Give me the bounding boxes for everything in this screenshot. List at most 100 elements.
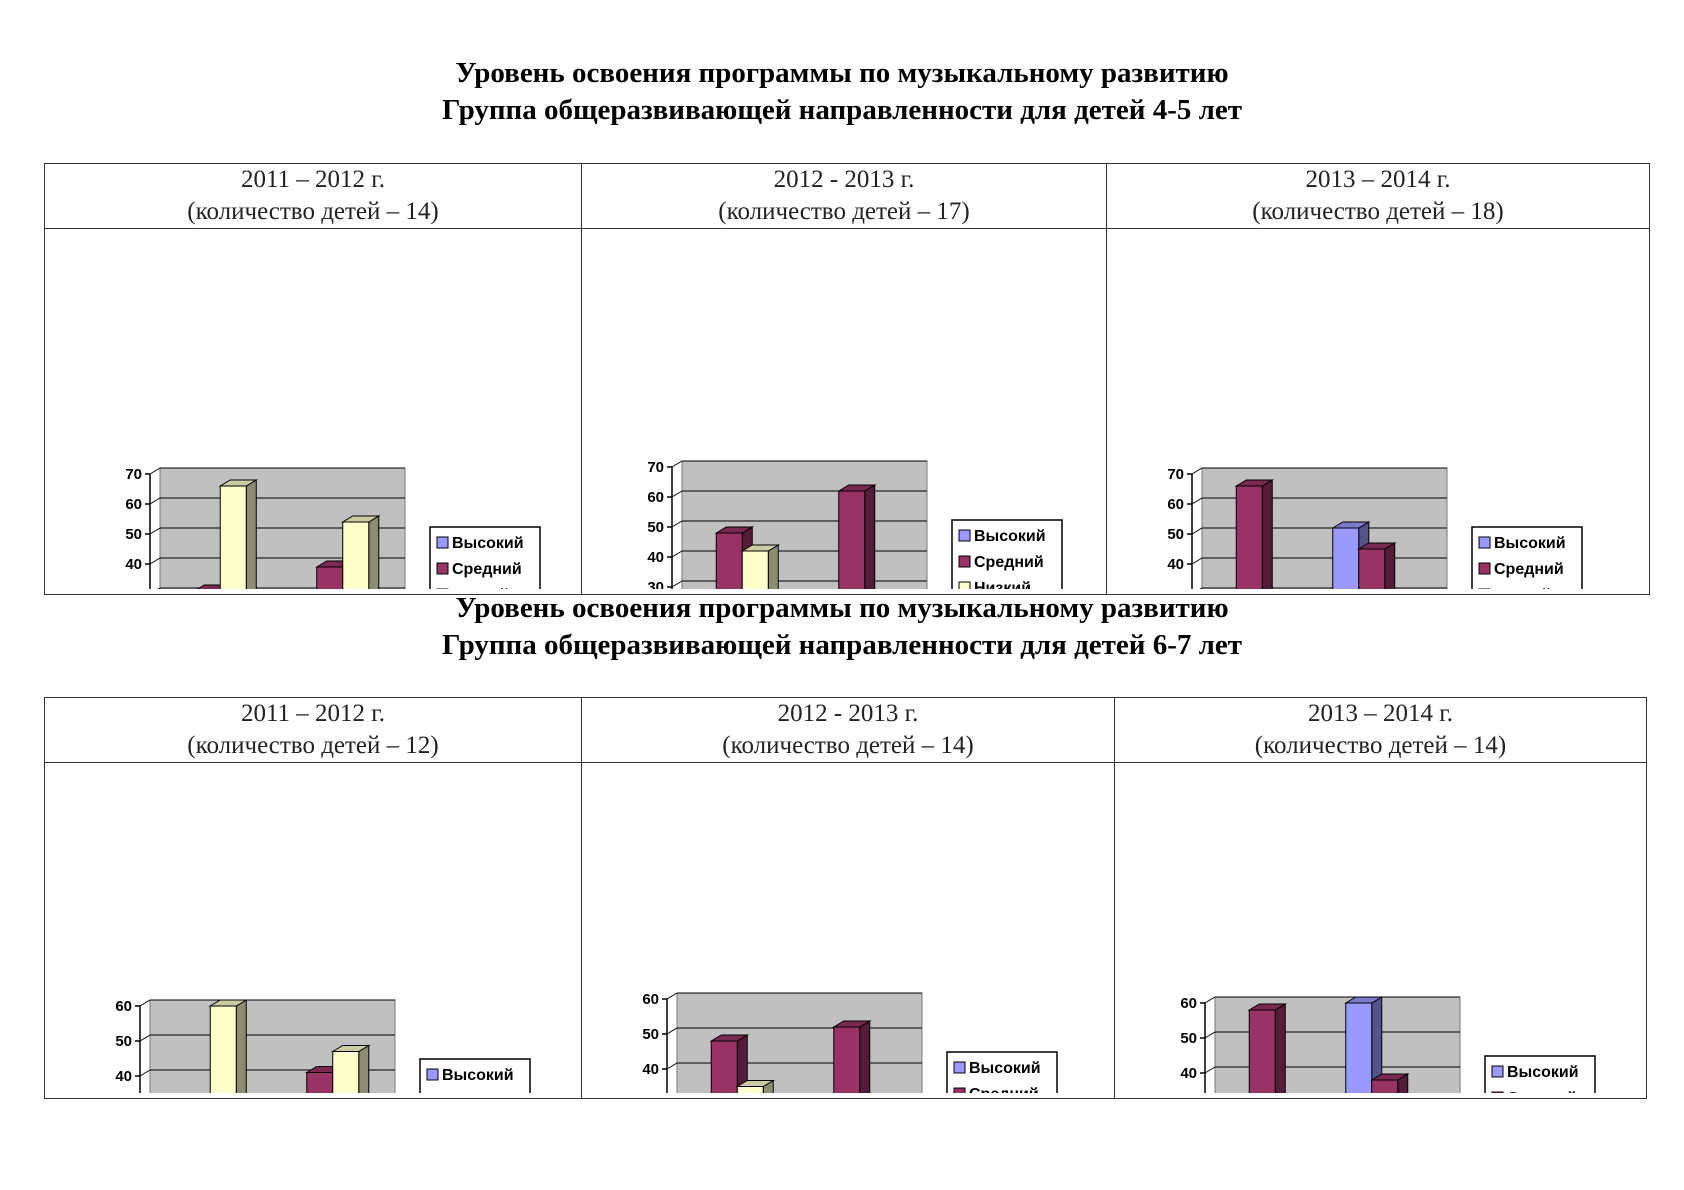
- bar: [218, 479, 259, 685]
- section-2-heading: Уровень освоения программы по музыкально…: [0, 590, 1684, 664]
- bar-front: [833, 1026, 861, 1190]
- chart-plot: 0102030405060НачалоКонецВысокийСреднийНи…: [1180, 995, 1596, 1190]
- section-2-title: Уровень освоения программы по музыкально…: [455, 592, 1229, 624]
- bar-front: [1358, 548, 1386, 685]
- bar-side: [235, 999, 247, 1190]
- section-1-heading: Уровень освоения программы по музыкально…: [0, 55, 1684, 129]
- y-tick-label: 60: [647, 489, 664, 506]
- y-tick-label: 60: [115, 998, 132, 1015]
- legend-swatch: [436, 562, 449, 575]
- bar-side: [1384, 542, 1396, 685]
- legend-swatch: [953, 1087, 966, 1100]
- y-tick-label: 50: [1167, 526, 1184, 543]
- bar-front: [1371, 1079, 1399, 1190]
- legend-swatch: [436, 536, 449, 549]
- legend-item: Высокий: [953, 1060, 1041, 1077]
- gridline-depth: [1191, 587, 1203, 595]
- gridline-depth: [671, 520, 683, 528]
- period-header-1-3: 2013 – 2014 г. (количество детей – 18): [1106, 163, 1650, 229]
- legend-swatch: [1478, 562, 1491, 575]
- legend-label: Низкий: [452, 587, 509, 589]
- bar-front: [209, 1005, 237, 1190]
- gridline-depth: [149, 527, 161, 535]
- y-tick-label: 60: [642, 991, 659, 1008]
- children-count-label: (количество детей – 14): [722, 732, 974, 759]
- legend-item: Средний: [958, 554, 1044, 571]
- period-label: 2011 – 2012 г.: [240, 166, 385, 193]
- gridline-depth: [671, 490, 683, 498]
- bar-side: [358, 1044, 370, 1190]
- chart-plot: 010203040506070НачалоКонецВысокийСредний…: [1167, 466, 1583, 713]
- chart-cell-2-2: 0102030405060НачалоКонецВысокийСреднийНи…: [581, 762, 1115, 1190]
- gridline-depth: [671, 550, 683, 558]
- y-tick-label: 50: [642, 1026, 659, 1043]
- y-tick-label: 40: [1167, 556, 1184, 573]
- gridline-depth: [1191, 497, 1203, 505]
- section-2-subtitle: Группа общеразвивающей направленности дл…: [441, 629, 1243, 661]
- chart-plot: 0102030405060НачалоКонецВысокийСреднийНи…: [115, 998, 531, 1190]
- bar-front: [1248, 1009, 1276, 1190]
- chart-plot: 010203040506070НачалоКонецВысокийСредний…: [647, 459, 1063, 706]
- bar-chart-2-2: 0102030405060НачалоКонецВысокийСреднийНи…: [642, 991, 1058, 1190]
- chart-plot: 0102030405060НачалоКонецВысокийСреднийНи…: [642, 991, 1058, 1190]
- legend-swatch: [958, 555, 971, 568]
- bar-chart-1-2: 010203040506070НачалоКонецВысокийСредний…: [647, 459, 1063, 706]
- bar-chart-1-1: 010203040506070НачалоКонецВысокийСредний…: [125, 466, 541, 713]
- bar: [330, 1044, 371, 1190]
- y-tick-label: 70: [647, 459, 664, 476]
- children-count-label: (количество детей – 14): [1254, 732, 1507, 759]
- children-count-label: (количество детей – 18): [1252, 198, 1504, 225]
- legend-label: Высокий: [452, 535, 524, 552]
- period-label: 2013 – 2014 г.: [1305, 166, 1451, 193]
- legend-label: Средний: [969, 1086, 1039, 1093]
- gridline-depth: [666, 1062, 678, 1070]
- legend-label: Низкий: [1494, 587, 1551, 589]
- period-label: 2012 - 2013 г.: [773, 166, 915, 193]
- gridline-depth: [1204, 1066, 1216, 1074]
- gridline-depth: [149, 587, 161, 595]
- bar-front: [342, 521, 370, 685]
- section-2-table: 2011 – 2012 г. (количество детей – 12) 2…: [44, 697, 1647, 1190]
- y-tick-label: 40: [647, 549, 664, 566]
- legend-item: Высокий: [958, 528, 1046, 545]
- bar-front: [1332, 527, 1360, 685]
- bar: [1369, 1073, 1410, 1190]
- bar: [208, 999, 249, 1190]
- bar-front: [332, 1051, 360, 1190]
- legend-item: Средний: [436, 561, 522, 578]
- legend-swatch: [953, 1061, 966, 1074]
- bar-front: [1345, 1002, 1373, 1190]
- section-1-subtitle: Группа общеразвивающей направленности дл…: [441, 94, 1243, 126]
- legend-label: Низкий: [974, 580, 1031, 589]
- children-count-label: (количество детей – 14): [187, 198, 439, 225]
- gridline-depth: [1191, 467, 1203, 475]
- section-1-title: Уровень освоения программы по музыкально…: [455, 57, 1229, 89]
- chart-cell-2-1: 0102030405060НачалоКонецВысокийСреднийНи…: [44, 762, 582, 1190]
- bar-side: [864, 484, 876, 678]
- gridline-depth: [1191, 527, 1203, 535]
- legend-label: Высокий: [969, 1060, 1041, 1077]
- period-header-2-3: 2013 – 2014 г. (количество детей – 14): [1114, 697, 1647, 763]
- y-tick-label: 60: [1167, 496, 1184, 513]
- y-tick-label: 40: [115, 1068, 132, 1085]
- bar-front: [838, 490, 866, 678]
- bar: [836, 484, 877, 678]
- chart-cell-1-1: 010203040506070НачалоКонецВысокийСредний…: [44, 228, 582, 713]
- y-tick-label: 50: [647, 519, 664, 536]
- section-1-table: 2011 – 2012 г. (количество детей – 14) 2…: [44, 163, 1650, 713]
- legend-label: Средний: [974, 554, 1044, 571]
- legend-swatch: [426, 1068, 439, 1081]
- gridline-depth: [666, 992, 678, 1000]
- legend-label: Высокий: [1494, 535, 1566, 552]
- bar: [1247, 1003, 1288, 1190]
- legend-label: Средний: [452, 561, 522, 578]
- bar-side: [1274, 1003, 1286, 1190]
- bar: [740, 544, 781, 678]
- bar-side: [245, 479, 257, 685]
- children-count-label: (количество детей – 12): [187, 732, 439, 759]
- y-tick-label: 50: [125, 526, 142, 543]
- bar-side: [368, 515, 380, 685]
- legend: Высокий Средний Низкий: [429, 526, 541, 610]
- legend: Высокий Средний Низкий: [951, 519, 1063, 603]
